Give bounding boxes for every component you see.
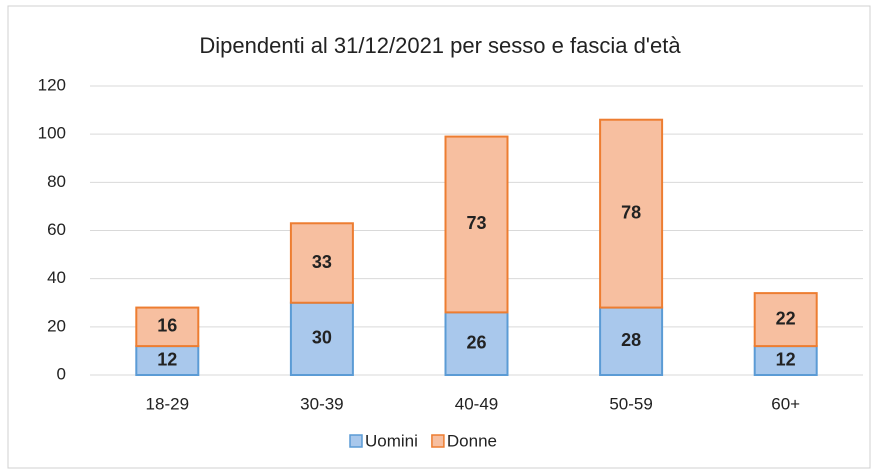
bar-segment <box>289 222 354 304</box>
bar-segment <box>599 306 664 377</box>
y-tick-label: 80 <box>47 172 66 191</box>
y-tick-label: 100 <box>38 124 66 143</box>
y-tick-label: 0 <box>57 364 66 383</box>
data-label: 12 <box>157 349 177 369</box>
data-label: 33 <box>312 252 332 272</box>
x-tick-label: 40-49 <box>455 394 498 413</box>
data-label: 73 <box>466 213 486 233</box>
data-label: 30 <box>312 328 332 348</box>
x-tick-label: 18-29 <box>146 394 189 413</box>
data-label: 78 <box>621 202 641 222</box>
y-tick-label: 40 <box>47 268 66 287</box>
bar-segment <box>444 311 509 376</box>
bar-segment <box>444 135 509 314</box>
bar-segment <box>289 301 354 376</box>
legend-label: Donne <box>447 431 497 450</box>
x-tick-label: 60+ <box>771 394 800 413</box>
chart-title: Dipendenti al 31/12/2021 per sesso e fas… <box>199 33 681 58</box>
y-tick-label: 120 <box>38 75 66 94</box>
data-label: 16 <box>157 316 177 336</box>
data-label: 28 <box>621 330 641 350</box>
bar-segment <box>599 118 664 309</box>
legend-label: Uomini <box>365 431 418 450</box>
bar-segment <box>753 292 818 348</box>
legend-swatch <box>431 434 445 448</box>
y-tick-label: 20 <box>47 316 66 335</box>
data-label: 12 <box>776 349 796 369</box>
bar-segment <box>135 306 200 348</box>
x-tick-label: 30-39 <box>300 394 343 413</box>
bar-segment <box>753 345 818 377</box>
legend-swatch <box>349 434 363 448</box>
x-tick-label: 50-59 <box>609 394 652 413</box>
y-tick-label: 60 <box>47 220 66 239</box>
data-label: 22 <box>776 308 796 328</box>
chart-frame <box>7 5 871 469</box>
bar-segment <box>135 345 200 377</box>
data-label: 26 <box>466 332 486 352</box>
